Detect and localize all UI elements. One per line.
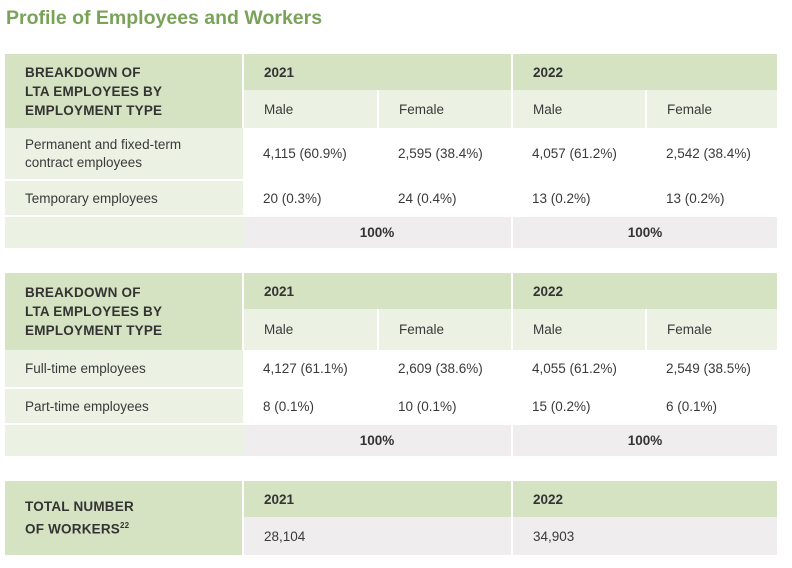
total-row: 100% 100% <box>5 424 778 456</box>
row-label: Temporary employees <box>5 180 243 217</box>
page-title: Profile of Employees and Workers <box>6 7 323 29</box>
workers-2022-value: 34,903 <box>512 517 777 555</box>
male-header: Male <box>512 309 648 350</box>
cell-value: 4,127 (61.1%) <box>243 350 378 389</box>
cell-value: 20 (0.3%) <box>243 180 378 217</box>
cell-value: 4,115 (60.9%) <box>243 128 378 181</box>
cell-value: 2,609 (38.6%) <box>378 350 513 389</box>
row-label: Full-time employees <box>5 350 243 389</box>
female-header: Female <box>646 309 778 350</box>
table-header: BREAKDOWN OF LTA EMPLOYEES BY EMPLOYMENT… <box>5 54 244 128</box>
table-header: BREAKDOWN OF LTA EMPLOYEES BY EMPLOYMENT… <box>5 273 244 350</box>
table-row: Permanent and fixed-term contract employ… <box>5 128 778 181</box>
table-row: Temporary employees 20 (0.3%) 24 (0.4%) … <box>5 180 778 217</box>
female-header: Female <box>646 90 778 128</box>
total-2022: 100% <box>512 424 778 456</box>
cell-value: 13 (0.2%) <box>646 180 778 217</box>
cell-value: 4,057 (61.2%) <box>512 128 647 181</box>
total-workers-table: TOTAL NUMBER OF WORKERS22 2021 2022 28,1… <box>5 481 777 555</box>
male-header: Male <box>512 90 648 128</box>
male-header: Male <box>243 309 379 350</box>
row-label-empty <box>5 216 243 248</box>
table-header: TOTAL NUMBER OF WORKERS22 <box>5 481 244 555</box>
year-2022-header: 2022 <box>512 54 778 90</box>
year-2021-header: 2021 <box>243 481 513 517</box>
footnote-marker: 22 <box>120 521 130 531</box>
total-2021: 100% <box>243 216 514 248</box>
cell-value: 2,595 (38.4%) <box>378 128 513 181</box>
total-2022: 100% <box>512 216 778 248</box>
employment-type-table-2: BREAKDOWN OF LTA EMPLOYEES BY EMPLOYMENT… <box>5 273 778 456</box>
total-row: 100% 100% <box>5 216 778 248</box>
workers-2021-value: 28,104 <box>243 517 513 555</box>
row-label: Permanent and fixed-term contract employ… <box>5 128 243 181</box>
year-2021-header: 2021 <box>243 273 514 309</box>
cell-value: 6 (0.1%) <box>646 388 778 425</box>
female-header: Female <box>378 90 514 128</box>
year-2022-header: 2022 <box>512 481 777 517</box>
employment-type-table-1: BREAKDOWN OF LTA EMPLOYEES BY EMPLOYMENT… <box>5 54 778 248</box>
cell-value: 2,542 (38.4%) <box>646 128 778 181</box>
table-row: Part-time employees 8 (0.1%) 10 (0.1%) 1… <box>5 388 778 425</box>
cell-value: 24 (0.4%) <box>378 180 513 217</box>
cell-value: 10 (0.1%) <box>378 388 513 425</box>
total-2021: 100% <box>243 424 514 456</box>
row-label-empty <box>5 424 243 456</box>
female-header: Female <box>378 309 514 350</box>
year-2021-header: 2021 <box>243 54 514 90</box>
cell-value: 15 (0.2%) <box>512 388 647 425</box>
cell-value: 2,549 (38.5%) <box>646 350 778 389</box>
table-row: Full-time employees 4,127 (61.1%) 2,609 … <box>5 350 778 389</box>
male-header: Male <box>243 90 379 128</box>
year-2022-header: 2022 <box>512 273 778 309</box>
row-label: Part-time employees <box>5 388 243 425</box>
cell-value: 8 (0.1%) <box>243 388 378 425</box>
cell-value: 13 (0.2%) <box>512 180 647 217</box>
cell-value: 4,055 (61.2%) <box>512 350 647 389</box>
